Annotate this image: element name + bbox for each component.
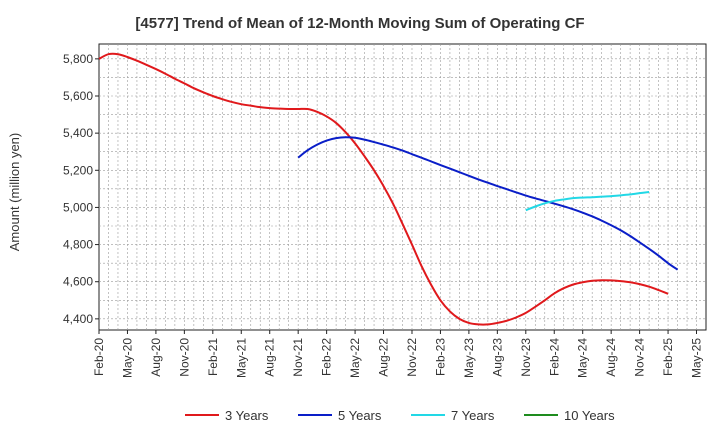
legend-label-5-years: 5 Years bbox=[338, 408, 382, 423]
x-tick-label: Nov-23 bbox=[519, 338, 533, 377]
y-tick-label: 5,200 bbox=[63, 163, 93, 177]
y-tick-label: 5,000 bbox=[63, 200, 93, 214]
y-tick-label: 5,800 bbox=[63, 52, 93, 66]
x-tick-label: Feb-25 bbox=[661, 338, 675, 376]
legend-label-10-years: 10 Years bbox=[564, 408, 615, 423]
x-tick-label: May-23 bbox=[462, 338, 476, 378]
legend-label-3-years: 3 Years bbox=[225, 408, 269, 423]
grid bbox=[99, 44, 706, 330]
series-line-7-years bbox=[525, 191, 650, 212]
x-tick-label: Nov-20 bbox=[177, 338, 191, 377]
x-tick-label: Aug-21 bbox=[263, 338, 277, 377]
series-line-5-years bbox=[297, 136, 679, 271]
x-tick-label: May-22 bbox=[348, 338, 362, 378]
legend: 3 Years 5 Years 7 Years 10 Years bbox=[185, 408, 615, 423]
legend-label-7-years: 7 Years bbox=[451, 408, 495, 423]
y-axis-label: Amount (million yen) bbox=[7, 133, 22, 252]
chart-title: [4577] Trend of Mean of 12-Month Moving … bbox=[135, 15, 584, 32]
x-tick-label: Feb-23 bbox=[433, 338, 447, 376]
x-tick-label: Feb-21 bbox=[206, 338, 220, 376]
y-tick-label: 4,600 bbox=[63, 275, 93, 289]
x-tick-label: May-21 bbox=[234, 338, 248, 378]
x-tick-label: Nov-21 bbox=[291, 338, 305, 377]
x-tick-label: Aug-23 bbox=[490, 338, 504, 377]
x-tick-label: May-24 bbox=[576, 338, 590, 378]
x-tick-label: Feb-22 bbox=[320, 338, 334, 376]
x-tick-label: May-25 bbox=[690, 338, 704, 378]
x-tick-label: May-20 bbox=[120, 338, 134, 378]
y-tick-label: 4,800 bbox=[63, 238, 93, 252]
y-axis-ticks: 4,400 4,600 4,800 5,000 5,200 5,400 5,600 5,800 bbox=[63, 52, 99, 326]
x-axis-ticks: Feb-20 May-20 Aug-20 Nov-20 Feb-21 May-21 Aug-… bbox=[92, 330, 704, 378]
x-tick-label: Nov-22 bbox=[405, 338, 419, 377]
x-tick-label: Feb-24 bbox=[547, 338, 561, 376]
series-lines bbox=[98, 52, 679, 326]
x-tick-label: Feb-20 bbox=[92, 338, 106, 376]
y-tick-label: 5,400 bbox=[63, 126, 93, 140]
y-tick-label: 4,400 bbox=[63, 312, 93, 326]
x-tick-label: Aug-24 bbox=[604, 338, 618, 377]
x-tick-label: Aug-20 bbox=[149, 338, 163, 377]
y-tick-label: 5,600 bbox=[63, 89, 93, 103]
x-tick-label: Aug-22 bbox=[377, 338, 391, 377]
x-tick-label: Nov-24 bbox=[633, 338, 647, 377]
series-line-3-years bbox=[98, 52, 669, 326]
